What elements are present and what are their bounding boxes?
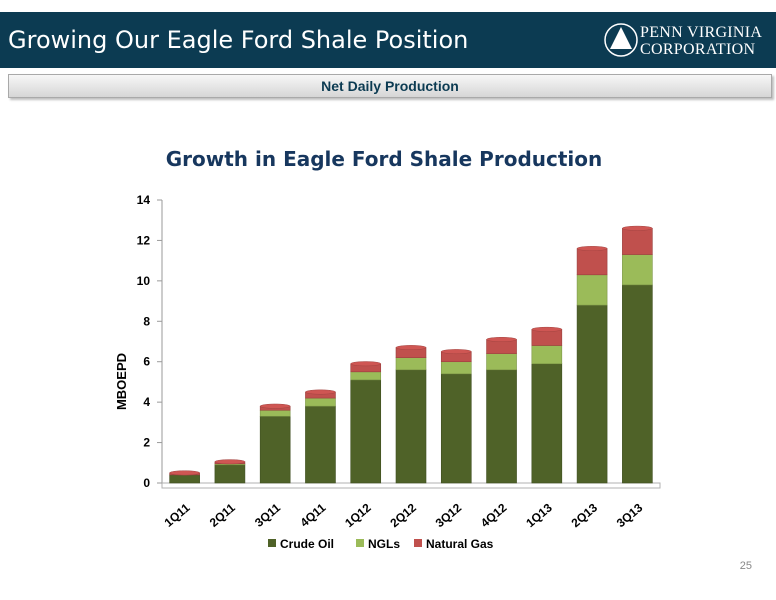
bar-ngls-4q12 xyxy=(486,353,517,371)
bar-top-cap-2q11 xyxy=(214,459,246,465)
x-tick-label: 2Q11 xyxy=(207,500,238,529)
bar-ngls-2q12 xyxy=(395,357,427,371)
bar-top-cap-1q13 xyxy=(531,326,563,332)
bar-ngls-3q11 xyxy=(259,409,291,417)
bar-top-cap-4q11 xyxy=(305,389,336,395)
bar-crude-oil-2q12 xyxy=(395,369,427,484)
y-tick-label: 8 xyxy=(143,314,150,328)
x-tick-label: 4Q11 xyxy=(297,500,328,529)
x-axis-floor xyxy=(161,482,661,489)
bar-crude-oil-4q12 xyxy=(486,369,517,484)
slide-title: Growing Our Eagle Ford Shale Position xyxy=(8,26,469,54)
x-tick-label: 4Q12 xyxy=(478,500,510,530)
x-tick-label: 3Q13 xyxy=(614,500,646,530)
logo-line-2: CORPORATION xyxy=(640,41,756,58)
bar-ngls-1q12 xyxy=(350,371,382,381)
bar-ngls-4q11 xyxy=(305,397,336,407)
bar-crude-oil-2q13 xyxy=(576,304,608,484)
x-tick-label: 2Q12 xyxy=(387,500,419,530)
y-tick-label: 10 xyxy=(137,274,151,288)
bar-natural-gas-3q13 xyxy=(622,228,653,255)
x-tick-label: 1Q12 xyxy=(342,500,374,530)
x-tick-label: 2Q13 xyxy=(569,500,601,530)
bar-crude-oil-2q11 xyxy=(214,464,246,484)
bar-natural-gas-2q13 xyxy=(576,248,608,276)
logo-line-1: PENN VIRGINIA xyxy=(640,24,763,41)
bar-top-cap-2q13 xyxy=(576,246,608,251)
x-tick-label: 3Q11 xyxy=(252,500,283,529)
y-tick-label: 4 xyxy=(143,395,150,409)
y-tick-label: 12 xyxy=(137,233,151,247)
bar-top-cap-1q12 xyxy=(350,361,381,367)
company-logo: PENN VIRGINIA CORPORATION xyxy=(604,22,764,60)
bar-crude-oil-1q13 xyxy=(531,363,563,484)
legend-swatch-ngls xyxy=(356,539,364,547)
bar-top-cap-4q12 xyxy=(486,337,517,342)
page-number: 25 xyxy=(739,560,752,572)
bar-crude-oil-1q12 xyxy=(350,379,382,484)
y-tick-label: 6 xyxy=(143,355,150,369)
bar-crude-oil-3q13 xyxy=(622,284,653,484)
logo-mark-icon xyxy=(604,23,638,57)
legend-label-natural-gas: Natural Gas xyxy=(426,537,494,551)
section-title: Net Daily Production xyxy=(321,78,459,94)
bar-ngls-2q13 xyxy=(576,274,608,306)
y-tick-label: 14 xyxy=(137,193,151,207)
x-tick-label: 1Q11 xyxy=(162,500,193,529)
y-axis-title: MBOEPD xyxy=(114,353,129,410)
bar-top-cap-3q13 xyxy=(622,225,653,231)
x-tick-label: 3Q12 xyxy=(433,500,465,530)
bar-ngls-3q13 xyxy=(622,254,653,286)
bar-crude-oil-1q11 xyxy=(169,474,200,484)
y-tick-label: 2 xyxy=(143,436,150,450)
x-tick-label: 1Q13 xyxy=(523,500,555,530)
bar-top-cap-3q11 xyxy=(259,403,291,409)
section-bar: Net Daily Production xyxy=(8,74,772,98)
y-tick-label: 0 xyxy=(143,476,150,490)
legend-label-crude-oil: Crude Oil xyxy=(280,537,334,551)
chart-title: Growth in Eagle Ford Shale Production xyxy=(166,147,603,171)
legend-swatch-natural-gas xyxy=(414,539,422,547)
bar-top-cap-2q12 xyxy=(395,345,427,351)
logo-text: PENN VIRGINIA CORPORATION xyxy=(640,24,762,58)
bar-ngls-1q13 xyxy=(531,345,563,365)
legend-label-ngls: NGLs xyxy=(368,537,400,551)
bar-crude-oil-3q12 xyxy=(440,373,472,484)
bar-crude-oil-4q11 xyxy=(305,405,336,484)
bar-crude-oil-3q11 xyxy=(259,415,291,484)
bar-top-cap-3q12 xyxy=(441,349,472,355)
bar-ngls-3q12 xyxy=(440,361,472,375)
legend-swatch-crude-oil xyxy=(268,539,276,547)
bar-top-cap-1q11 xyxy=(169,470,200,476)
slide-header: Growing Our Eagle Ford Shale Position PE… xyxy=(0,12,776,68)
